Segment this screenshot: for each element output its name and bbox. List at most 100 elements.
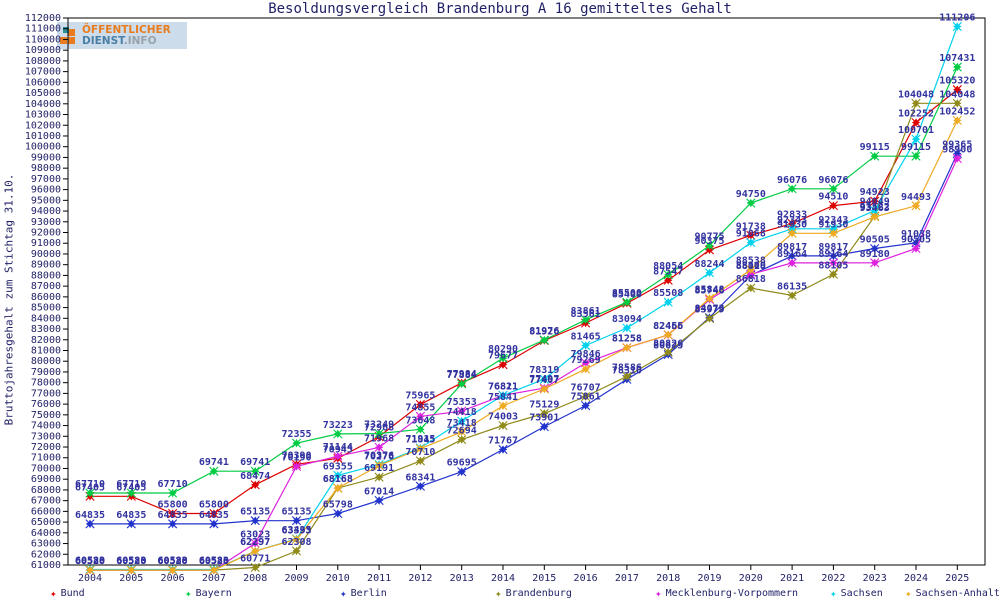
data-point-marker-cross <box>581 315 591 325</box>
data-point-marker-cross <box>457 379 467 389</box>
data-point-label: 60520 <box>116 556 146 567</box>
data-point-marker-cross <box>952 153 962 164</box>
data-point-marker-cross <box>457 416 467 426</box>
data-point-label: 69191 <box>364 463 394 474</box>
data-point-marker-cross <box>250 538 260 548</box>
data-point-marker-cross <box>333 508 343 519</box>
data-point-label: 81926 <box>529 327 559 338</box>
x-tick-label: 2004 <box>78 573 102 584</box>
data-point-marker-cross <box>250 480 260 490</box>
data-point-label: 71845 <box>405 435 435 446</box>
data-point-marker-cross <box>952 98 962 108</box>
data-point-marker-cross <box>870 258 880 268</box>
x-tick-label: 2024 <box>904 573 928 584</box>
data-point-label: 91930 <box>777 219 807 230</box>
data-point-label: 62297 <box>240 537 270 548</box>
legend-marker-icon: ✦ <box>495 586 502 600</box>
data-point-label: 77984 <box>447 369 477 380</box>
legend-item-Mecklenburg-Vorpommern: ✦ Mecklenburg-Vorpommern <box>655 588 798 600</box>
y-tick-label: 91000 <box>31 238 61 249</box>
data-point-marker-cross <box>952 85 962 95</box>
data-point-label: 74418 <box>447 407 477 418</box>
data-point-label: 86135 <box>777 281 807 292</box>
data-point-label: 98900 <box>942 145 972 156</box>
data-point-marker-cross <box>168 519 178 529</box>
y-tick-label: 66000 <box>31 506 61 517</box>
data-point-marker-cross <box>581 364 591 374</box>
data-point-label: 94493 <box>901 192 931 203</box>
data-point-label: 92343 <box>818 215 848 226</box>
y-tick-label: 93000 <box>31 217 61 228</box>
data-point-marker-cross <box>911 117 921 128</box>
data-point-marker-cross <box>539 422 549 432</box>
data-point-marker-cross <box>415 399 425 410</box>
data-point-marker-cross <box>539 374 549 384</box>
data-point-label: 93522 <box>860 202 890 213</box>
data-point-label: 105320 <box>939 76 975 87</box>
y-tick-label: 61000 <box>31 560 61 571</box>
oeffentlicher-dienst-logo[interactable]: ÖFFENTLICHER DIENST.INFO <box>57 22 187 49</box>
series-line-Bund <box>85 85 962 519</box>
data-point-label: 90505 <box>860 235 890 246</box>
data-point-label: 111206 <box>939 13 975 24</box>
data-point-marker-cross <box>704 313 715 324</box>
y-tick-label: 97000 <box>31 174 61 185</box>
data-point-label: 85746 <box>694 286 724 297</box>
data-point-label: 63393 <box>281 525 311 536</box>
series-line-Sachsen-Anhalt <box>85 115 962 575</box>
data-point-marker-cross <box>85 565 95 575</box>
x-tick-label: 2006 <box>161 573 185 584</box>
chart-legend: ✦ Bund ✦ Bayern ✦ Berlin ✦ Brandenburg ✦ Mecklenb… <box>0 588 1000 600</box>
y-tick-label: 111000 <box>25 24 61 35</box>
series-labels-Bayern: 67710 67710 67710 69741 69741 72355 73223 73249… <box>75 53 975 490</box>
y-tick-label: 79000 <box>31 367 61 378</box>
y-tick-label: 87000 <box>31 281 61 292</box>
legend-label: Sachsen <box>840 588 883 599</box>
legend-label: Sachsen-Anhalt <box>915 588 1000 599</box>
data-point-label: 62297 <box>240 537 270 548</box>
data-point-label: 60520 <box>75 556 105 567</box>
data-point-label: 65800 <box>199 500 229 511</box>
data-point-marker-cross <box>126 519 136 529</box>
data-point-label: 60520 <box>158 556 188 567</box>
data-point-label: 68341 <box>405 472 435 483</box>
data-point-label: 102252 <box>898 109 934 120</box>
data-point-label: 75965 <box>405 390 435 401</box>
data-point-label: 78586 <box>612 362 642 373</box>
data-point-marker-cross <box>870 212 880 222</box>
data-point-label: 94510 <box>818 192 848 203</box>
data-point-label: 60520 <box>75 556 105 567</box>
y-tick-label: 92000 <box>31 228 61 239</box>
data-point-label: 89164 <box>818 249 848 260</box>
y-tick-label: 98000 <box>31 163 61 174</box>
data-point-label: 85508 <box>653 288 683 299</box>
data-point-label: 67710 <box>75 479 105 490</box>
data-point-marker-cross <box>168 508 178 519</box>
x-tick-label: 2016 <box>574 573 598 584</box>
y-tick-label: 101000 <box>25 131 61 142</box>
legend-item-Berlin: ✦ Berlin <box>340 586 387 600</box>
x-tick-label: 2014 <box>491 573 515 584</box>
series-line-Bayern <box>85 62 962 498</box>
data-point-label: 65800 <box>158 500 188 511</box>
legend-item-Bund: ✦ Bund <box>50 586 85 600</box>
data-point-marker-cross <box>457 406 467 416</box>
data-point-label: 89817 <box>777 242 807 253</box>
data-point-marker-cross <box>581 391 591 402</box>
y-tick-label: 86000 <box>31 292 61 303</box>
data-point-label: 81465 <box>571 332 601 343</box>
data-point-label: 60520 <box>116 556 146 567</box>
legend-marker-icon: ✦ <box>340 586 347 600</box>
data-point-label: 81976 <box>529 326 559 337</box>
data-point-label: 79269 <box>571 355 601 366</box>
data-point-marker-cross <box>374 472 384 482</box>
data-point-label: 99365 <box>942 140 972 151</box>
data-point-label: 74855 <box>405 402 435 413</box>
data-point-label: 83861 <box>571 306 601 317</box>
series-path <box>90 158 958 571</box>
data-point-label: 94049 <box>860 197 890 208</box>
data-point-marker-cross <box>457 427 467 437</box>
y-tick-label: 65000 <box>31 517 61 528</box>
legend-marker-icon: ✦ <box>50 586 57 600</box>
x-tick-label: 2020 <box>739 573 763 584</box>
